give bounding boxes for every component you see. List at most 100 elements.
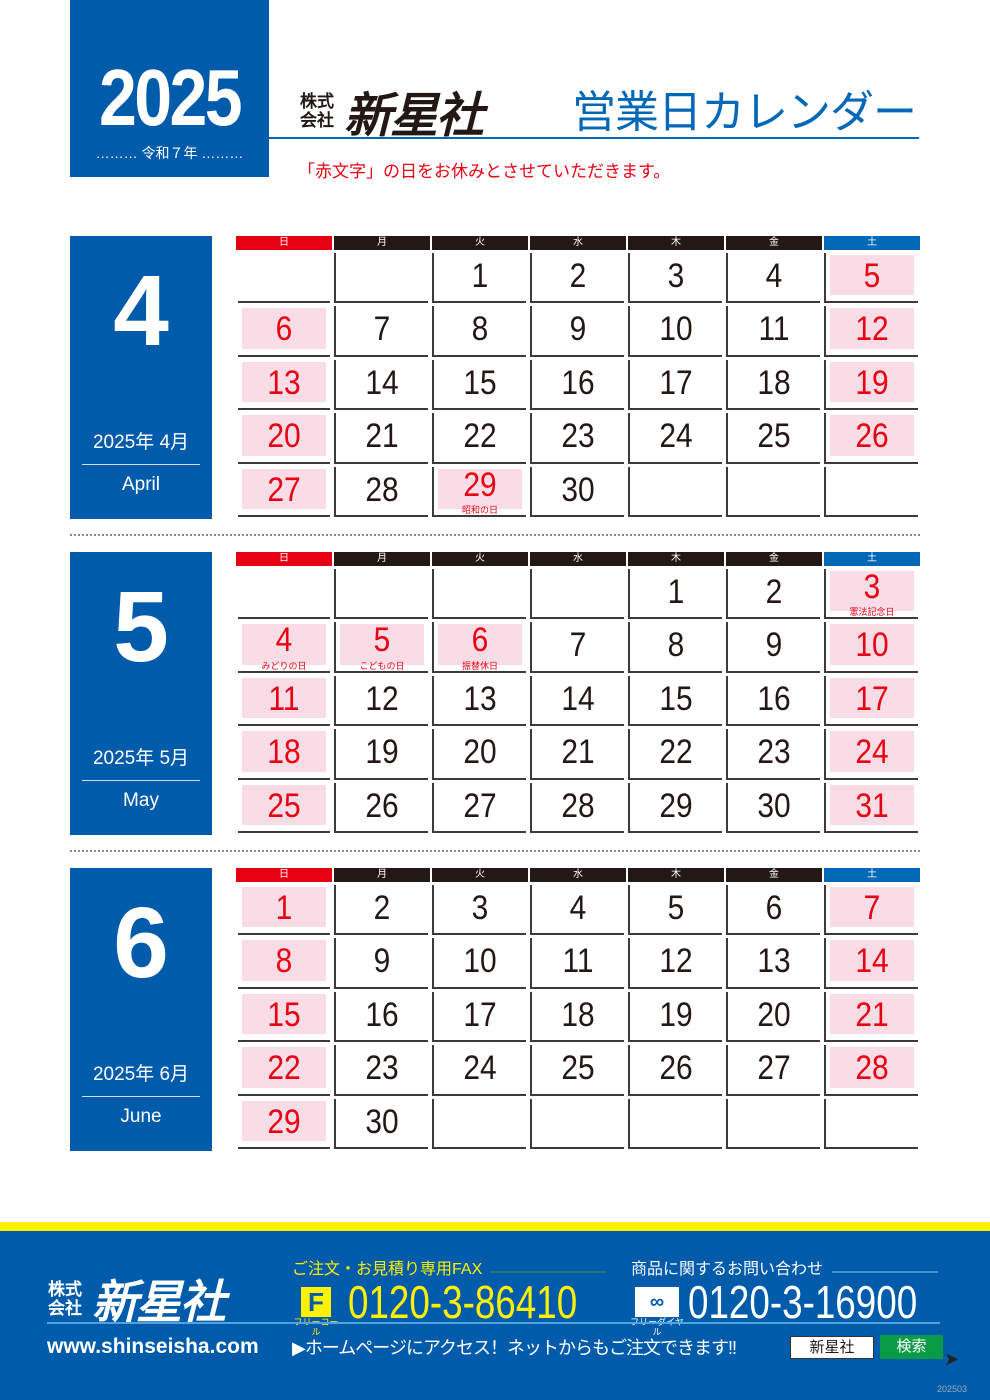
week-row: 1 2 3 4 5 [236, 250, 920, 304]
day-number: 21 [855, 995, 889, 1034]
inquiry-label: 商品に関するお問い合わせ [631, 1261, 824, 1278]
weekday-label: 土 [824, 868, 920, 882]
weekday-label: 日 [236, 552, 332, 566]
day-number: 25 [267, 786, 301, 825]
day-cell: 29 [628, 782, 722, 833]
day-number: 8 [471, 310, 489, 349]
day-cell: 24 [824, 729, 918, 780]
day-number: 19 [365, 733, 399, 772]
week-row: 20 21 22 23 24 25 26 [236, 410, 920, 464]
day-cell: 3 憲法記念日 [824, 568, 918, 620]
day-number: 3 [863, 568, 881, 606]
day-number: 21 [561, 733, 595, 772]
divider [47, 1322, 940, 1324]
day-cell [628, 466, 722, 517]
day-cell: 15 [238, 992, 330, 1043]
week-row: 22 23 24 25 26 27 28 [236, 1042, 920, 1096]
website-link[interactable]: www.shinseisha.com [47, 1335, 259, 1358]
day-number: 31 [855, 786, 889, 825]
month-panel: 6 2025年 6月 June [70, 868, 212, 1151]
day-number: 9 [373, 942, 391, 981]
day-cell: 23 [334, 1045, 428, 1096]
day-cell: 27 [432, 782, 526, 833]
day-number: 20 [463, 733, 497, 772]
day-number: 10 [659, 310, 693, 349]
day-number: 10 [855, 626, 889, 665]
day-cell: 29 昭和の日 [432, 465, 526, 517]
week-row: 1 2 3 4 5 6 7 [236, 882, 920, 936]
day-number: 2 [373, 889, 391, 927]
day-number: 28 [855, 1049, 889, 1088]
day-cell: 28 [334, 466, 428, 517]
day-number: 22 [463, 417, 497, 456]
month-4: 4 2025年 4月 April 日月火水木金土 1 2 3 4 5 6 7 8 9 10 11 12 13… [70, 236, 920, 520]
day-cell: 7 [334, 306, 428, 357]
day-cell: 23 [726, 729, 820, 780]
calendar-grid: 日月火水木金土 1 2 3 4 5 6 7 8 9 10 11 12 13 14 15 16 17 18 19 20 21… [236, 868, 920, 1149]
day-number: 30 [365, 1102, 399, 1141]
day-cell: 20 [432, 729, 526, 780]
day-number: 9 [765, 626, 783, 665]
day-number: 14 [561, 679, 595, 718]
day-cell: 22 [432, 413, 526, 464]
page-title: 営業日カレンダー [572, 88, 917, 137]
day-number: 5 [863, 257, 881, 295]
day-number: 13 [757, 942, 791, 981]
day-cell: 13 [238, 360, 330, 411]
day-number: 11 [268, 679, 300, 718]
divider [82, 464, 200, 465]
month-5: 5 2025年 5月 May 日月火水木金土 1 2 3 憲法記念日 4 みどりの日 5 こどもの… [70, 552, 920, 836]
day-number: 16 [365, 995, 399, 1034]
day-cell: 11 [726, 306, 820, 357]
day-number: 19 [855, 363, 889, 402]
search-input[interactable]: 新星社 [790, 1336, 874, 1359]
weekday-label: 火 [432, 236, 528, 250]
footer-logo: 株式会社 新星社 [48, 1276, 226, 1328]
day-cell: 24 [628, 413, 722, 464]
day-cell: 15 [628, 675, 722, 727]
day-cell: 6 振替休日 [432, 622, 526, 673]
day-cell [530, 569, 624, 620]
day-number: 14 [365, 363, 399, 402]
day-cell [238, 569, 330, 620]
cursor-icon: ➤ [944, 1349, 960, 1369]
day-cell: 17 [824, 675, 918, 727]
day-number: 26 [365, 786, 399, 825]
day-number: 7 [863, 889, 881, 927]
month-panel: 5 2025年 5月 May [70, 552, 212, 835]
month-panel: 4 2025年 4月 April [70, 236, 212, 519]
week-row: 4 みどりの日 5 こどもの日 6 振替休日 7 8 9 10 [236, 619, 920, 673]
day-number: 29 [463, 465, 497, 504]
day-cell: 6 [726, 885, 820, 936]
day-number: 15 [267, 995, 301, 1034]
day-number: 30 [561, 470, 595, 509]
holiday-note: 「赤文字」の日をお休みとさせていただきます。 [298, 162, 671, 181]
weekday-header: 日月火水木金土 [236, 552, 920, 566]
search-button[interactable]: 検索 [880, 1335, 943, 1359]
day-cell: 16 [334, 991, 428, 1043]
day-cell: 5 こどもの日 [334, 622, 428, 673]
weekday-label: 日 [236, 236, 332, 250]
day-number: 4 [765, 257, 783, 295]
day-number: 1 [275, 889, 293, 927]
month-label-en: May [123, 790, 159, 811]
day-number: 13 [463, 679, 497, 718]
fax-label: ご注文・お見積り専用FAX [292, 1261, 483, 1278]
day-cell: 4 みどりの日 [238, 622, 330, 673]
day-number: 18 [267, 733, 301, 772]
weekday-label: 水 [530, 236, 626, 250]
week-row: 8 9 10 11 12 13 14 [236, 935, 920, 989]
day-cell: 20 [238, 413, 330, 464]
day-cell: 18 [726, 359, 820, 411]
day-number: 28 [365, 470, 399, 509]
day-cell: 20 [726, 991, 820, 1043]
day-number: 23 [561, 417, 595, 456]
day-number: 26 [855, 417, 889, 456]
day-number: 17 [463, 995, 497, 1034]
day-cell: 19 [824, 359, 918, 411]
day-number: 6 [275, 310, 293, 349]
day-cell [432, 1098, 526, 1149]
day-cell: 30 [334, 1098, 428, 1149]
holiday-name: 昭和の日 [461, 504, 498, 515]
day-cell: 18 [238, 729, 330, 780]
